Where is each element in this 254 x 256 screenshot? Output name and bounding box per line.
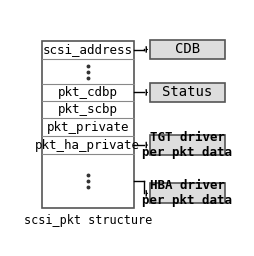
Bar <box>150 83 225 102</box>
Bar <box>150 40 225 59</box>
Text: TGT driver
per pkt data: TGT driver per pkt data <box>142 131 232 159</box>
Text: scsi_pkt structure: scsi_pkt structure <box>24 214 152 227</box>
Text: CDB: CDB <box>175 42 200 56</box>
Text: Status: Status <box>162 86 212 99</box>
Text: scsi_address: scsi_address <box>43 44 133 56</box>
Text: HBA driver
per pkt data: HBA driver per pkt data <box>142 179 232 207</box>
Text: pkt_cdbp: pkt_cdbp <box>58 86 118 99</box>
Bar <box>150 184 225 203</box>
Bar <box>42 41 134 208</box>
Text: pkt_private: pkt_private <box>46 121 129 134</box>
Bar <box>150 135 225 155</box>
Text: pkt_scbp: pkt_scbp <box>58 103 118 116</box>
Text: pkt_ha_private: pkt_ha_private <box>35 138 140 152</box>
